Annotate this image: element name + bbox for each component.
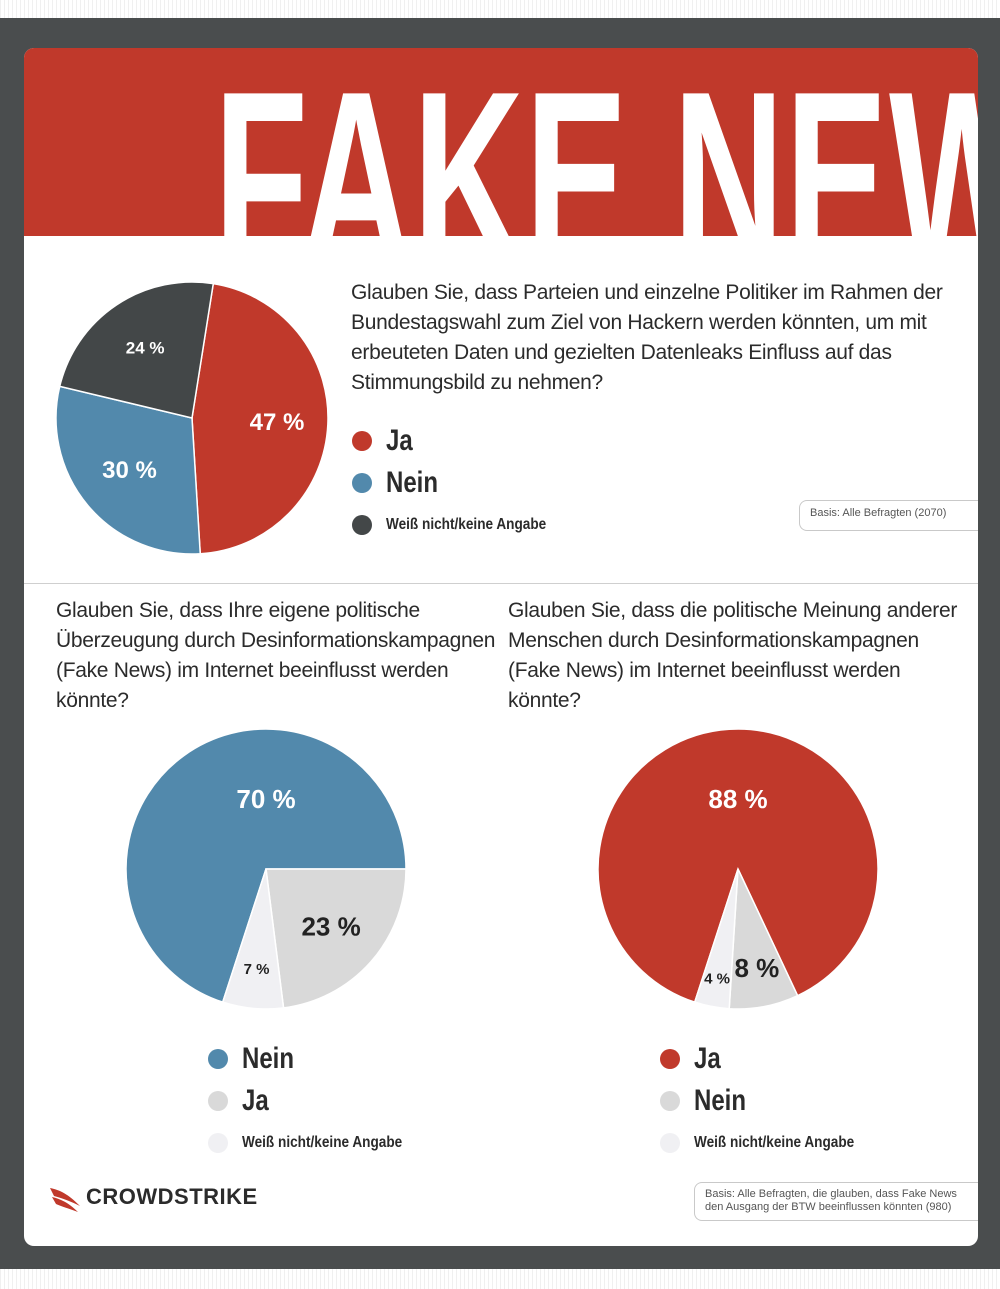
- pie-data-label: 88 %: [708, 784, 767, 814]
- pie-data-label: 23 %: [301, 911, 360, 941]
- pie-data-label: 4 %: [704, 971, 730, 988]
- headline: FAKE NEWS: [214, 48, 978, 317]
- pie-chart-hacker-target: 47 % 30 % 24 %: [55, 281, 329, 555]
- legend-label-ja: Ja: [694, 1042, 721, 1075]
- pie-data-label: 24 %: [126, 338, 165, 357]
- legend-item-nein: Nein: [208, 1038, 430, 1080]
- question-others-opinion: Glauben Sie, dass die politische Meinung…: [508, 599, 958, 712]
- legend-item-weiss-nicht: Weiß nicht/keine Angabe: [660, 1122, 882, 1164]
- legend-label-nein: Nein: [242, 1042, 295, 1075]
- legend-others-opinion: Ja Nein Weiß nicht/keine Angabe: [660, 1038, 882, 1164]
- legend-item-nein: Nein: [352, 462, 574, 504]
- legend-label-nein: Nein: [386, 466, 439, 499]
- legend-label-weiss-nicht: Weiß nicht/keine Angabe: [694, 1134, 855, 1151]
- question-own-opinion: Glauben Sie, dass Ihre eigene politische…: [56, 599, 496, 712]
- legend-item-ja: Ja: [660, 1038, 882, 1080]
- pie-data-label: 8 %: [734, 953, 779, 983]
- legend-item-ja: Ja: [208, 1080, 430, 1122]
- infographic-card: FAKE NEWS 47 % 30 % 24 % Glauben Sie, dass…: [24, 48, 978, 1246]
- basis-note-fake-news-believers: Basis: Alle Befragten, die glauben, dass…: [694, 1182, 978, 1221]
- pie-data-label: 70 %: [236, 784, 295, 814]
- legend-swatch-weiss-nicht: [660, 1133, 680, 1153]
- pie-chart-own-opinion: 70 % 23 % 7 %: [125, 728, 407, 1010]
- pie-data-label: 30 %: [102, 457, 157, 484]
- pie-chart-others-opinion: 88 % 8 %4 %: [597, 728, 879, 1010]
- legend-swatch-weiss-nicht: [208, 1133, 228, 1153]
- pie-slice-ja: [191, 282, 329, 555]
- pie-slice-nein: [125, 728, 407, 1004]
- legend-item-weiss-nicht: Weiß nicht/keine Angabe: [208, 1122, 430, 1164]
- legend-swatch-ja: [352, 431, 372, 451]
- pie-slice-weiß-nicht-keine-angabe: [693, 868, 739, 1010]
- headline-banner: [24, 48, 978, 236]
- legend-hacker-target: Ja Nein Weiß nicht/keine Angabe: [352, 420, 574, 546]
- legend-swatch-weiss-nicht: [352, 515, 372, 535]
- section-divider: [24, 583, 978, 584]
- legend-swatch-nein: [660, 1091, 680, 1111]
- legend-label-weiss-nicht: Weiß nicht/keine Angabe: [386, 516, 547, 533]
- pie-slice-weiß-nicht-keine-angabe: [221, 868, 285, 1010]
- basis-note-all-respondents: Basis: Alle Befragten (2070): [799, 500, 978, 531]
- legend-item-ja: Ja: [352, 420, 574, 462]
- legend-item-weiss-nicht: Weiß nicht/keine Angabe: [352, 504, 574, 546]
- pie-data-label: 7 %: [244, 961, 270, 978]
- pie-data-label: 47 %: [250, 409, 305, 436]
- question-hacker-target: Glauben Sie, dass Parteien und einzelne …: [351, 281, 943, 394]
- crowdstrike-wordmark: CROWDSTRIKE: [86, 1184, 258, 1209]
- legend-label-ja: Ja: [242, 1084, 269, 1117]
- legend-item-nein: Nein: [660, 1080, 882, 1122]
- crowdstrike-falcon-icon: [50, 1188, 80, 1212]
- legend-label-nein: Nein: [694, 1084, 747, 1117]
- pie-slice-ja: [597, 728, 879, 1004]
- pie-slice-weiß-nicht-keine-angabe: [58, 281, 215, 419]
- legend-label-ja: Ja: [386, 424, 413, 457]
- legend-swatch-nein: [352, 473, 372, 493]
- legend-own-opinion: Nein Ja Weiß nicht/keine Angabe: [208, 1038, 430, 1164]
- top-border-stripe: [0, 0, 1000, 18]
- legend-swatch-nein: [208, 1049, 228, 1069]
- legend-swatch-ja: [660, 1049, 680, 1069]
- pie-slice-ja: [265, 868, 407, 1009]
- bottom-border-stripe: [0, 1269, 1000, 1289]
- legend-label-weiss-nicht: Weiß nicht/keine Angabe: [242, 1134, 403, 1151]
- crowdstrike-logo: CROWDSTRIKE: [48, 1182, 268, 1218]
- legend-swatch-ja: [208, 1091, 228, 1111]
- pie-slice-nein: [55, 385, 202, 555]
